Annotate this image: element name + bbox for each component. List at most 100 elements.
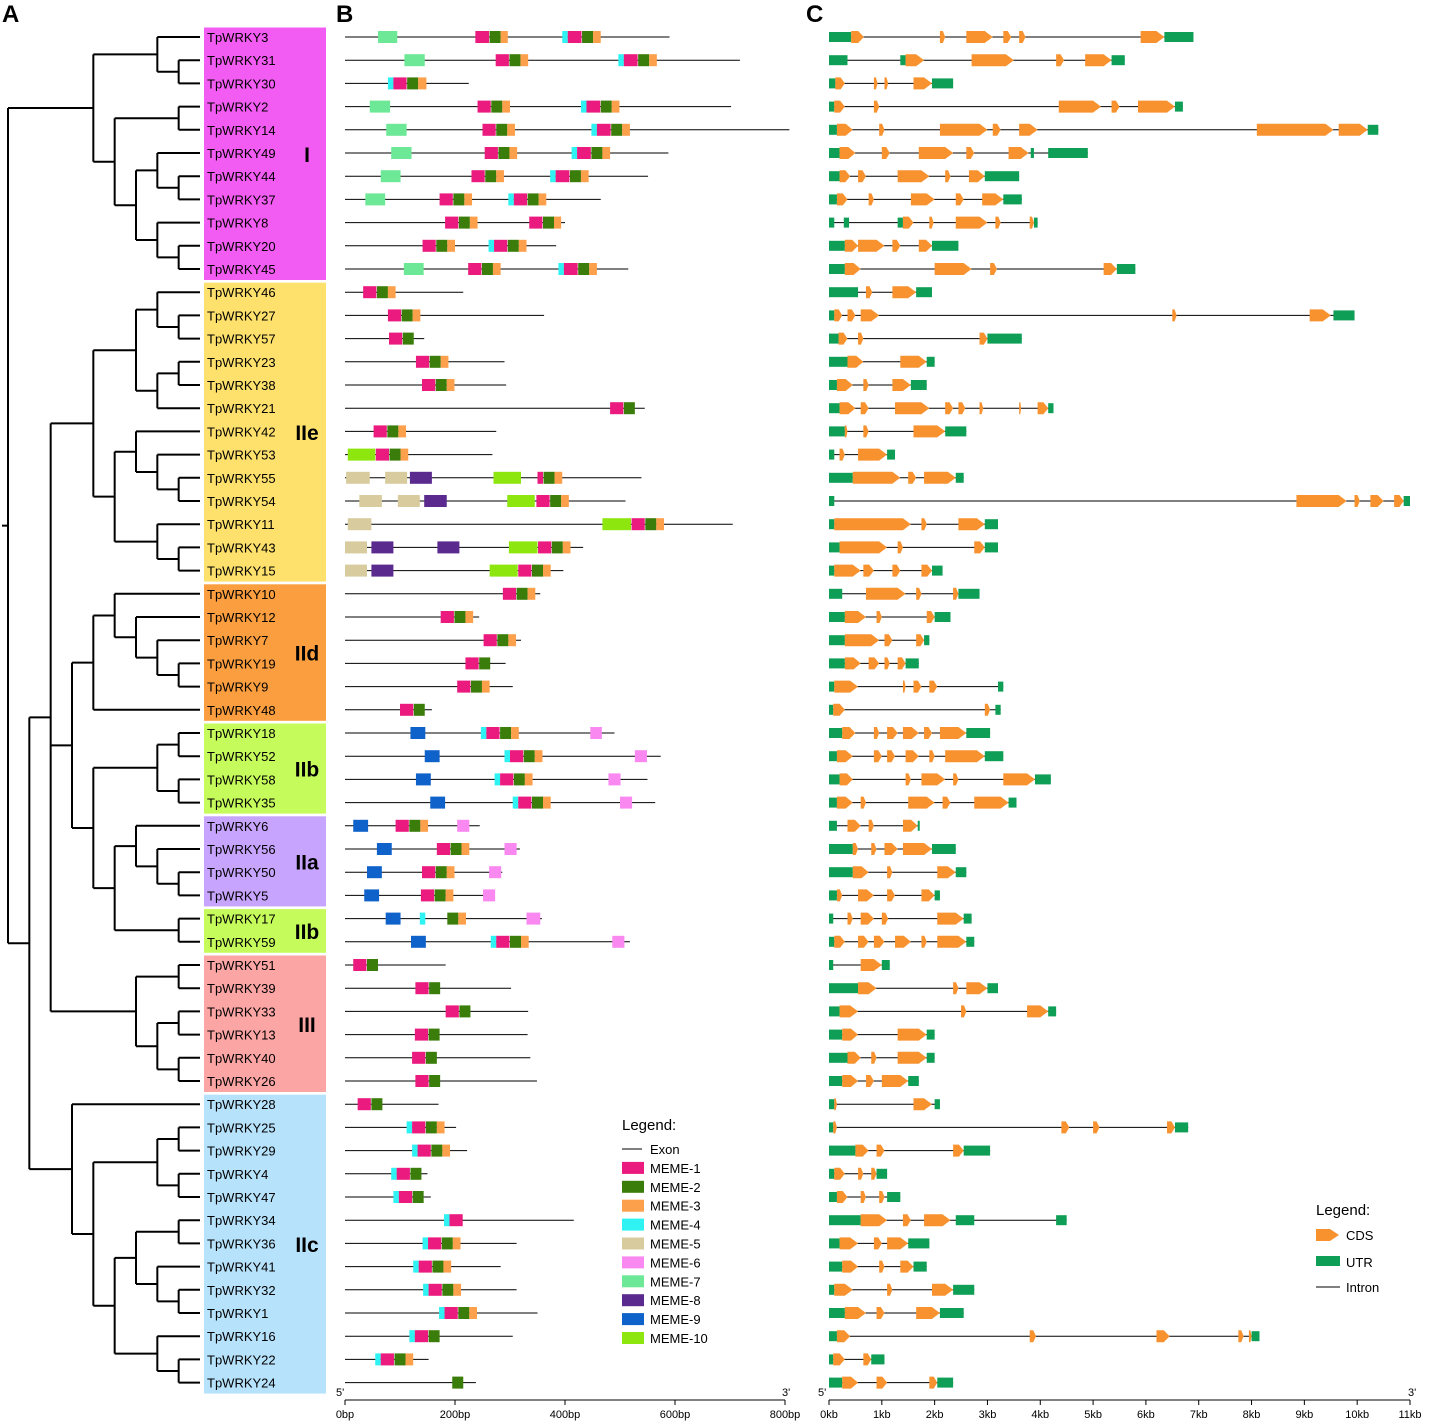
group-label-i: I [304,144,310,167]
cds-block [876,1307,885,1319]
cds-block [847,819,861,832]
motif-meme-4 [550,170,556,183]
cds-block [860,796,866,809]
motif-meme-1 [513,193,528,206]
motif-meme-6 [526,912,541,925]
cds-block [1019,123,1038,136]
motif-meme-4 [423,1283,429,1296]
cds-block [1167,1121,1175,1134]
legend-label: MEME-2 [650,1180,701,1195]
structure-axis-tick-label: 0kb [820,1409,838,1421]
motif-meme-3 [453,1283,462,1296]
gene-label: TpWRKY59 [207,935,276,950]
motif-meme-1 [518,564,532,577]
cds-block [865,1075,874,1087]
cds-block [1140,31,1165,43]
utr-block [897,217,903,228]
gene-label: TpWRKY22 [207,1352,276,1367]
utr-block [987,333,1022,344]
utr-block [829,55,848,66]
cds-block [860,1191,866,1203]
utr-block [829,264,845,274]
cds-block [1338,123,1368,136]
legend-label: MEME-4 [650,1218,701,1233]
cds-block [860,1214,888,1227]
cds-block [979,332,988,345]
structure-axis: 5' 3' 0kb 1kb 2kb 3kb 4kb 5kb 6kb 7kb 8kb 9kb 10kb… [818,1387,1422,1421]
motif-meme-2 [623,402,635,415]
motif-meme-2 [489,31,501,43]
motif-meme-1 [471,170,485,183]
utr-block [939,1308,964,1318]
cds-block [873,935,885,948]
utr-block [908,1238,930,1249]
motif-meme-6 [620,796,633,809]
motif-meme-1 [398,1191,413,1203]
cds-block [876,1144,885,1157]
cds-block [836,750,853,763]
motif-meme-10 [493,471,521,484]
motif-meme-3 [461,843,470,855]
cds-block [873,750,882,763]
subfamily-labels: I IIe IId IIb IIa IIb III IIc [295,144,320,1257]
cds-block [887,750,896,763]
motif-meme-1 [445,216,459,229]
motif-meme-2 [509,54,521,67]
legend-label: CDS [1346,1228,1374,1243]
structure-axis-tick-label: 8kb [1243,1409,1261,1421]
motif-meme-1 [393,77,407,90]
motif-meme-9 [415,773,431,786]
motif-meme-3 [511,727,519,739]
motif-meme-6 [612,935,625,948]
gene-label: TpWRKY51 [207,958,276,973]
utr-block [1034,774,1051,785]
motif-meme-2 [459,1005,471,1018]
cds-block [897,1051,927,1064]
motif-meme-3 [589,263,597,275]
cds-block [839,773,853,786]
cds-block [1029,216,1034,229]
motif-meme-7 [378,31,398,43]
motif-meme-1 [465,657,479,670]
utr-block [829,1006,840,1017]
motif-meme-8 [409,471,432,484]
utr-block [829,936,835,947]
gene-label: TpWRKY38 [207,378,276,393]
cds-block [873,1237,882,1250]
cds-block [900,1260,914,1273]
motif-meme-3 [418,77,427,90]
motif-meme-2 [402,332,414,345]
motif-meme-1 [536,495,550,507]
utr-block [829,658,845,669]
legend-label: Exon [650,1142,680,1157]
motif-meme-1 [422,866,436,879]
cds-block [913,1098,932,1111]
cds-block [847,355,864,368]
cds-block [942,796,951,809]
cds-block [953,982,959,995]
cds-block [1309,309,1331,322]
cds-block [929,680,938,693]
cds-block [897,541,903,554]
motif-meme-1 [375,448,389,461]
cds-block [892,239,901,252]
cds-block [847,309,856,322]
gene-label: TpWRKY41 [207,1260,276,1275]
utr-block [829,704,834,715]
motif-meme-6 [608,773,621,786]
cds-block [908,796,935,809]
motif-legend: Legend: Exon MEME-1 MEME-2 MEME-3 MEME-4 MEME… [622,1117,708,1346]
motif-meme-1 [414,1330,429,1343]
gene-label: TpWRKY50 [207,865,276,880]
gene-label: TpWRKY46 [207,285,276,300]
utr-block [913,1261,927,1272]
motif-meme-3 [521,935,529,948]
motif-meme-2 [550,495,562,507]
motif-meme-1 [387,309,402,322]
motif-meme-4 [413,1260,419,1273]
motif-meme-7 [404,54,425,67]
utr-block [829,913,834,924]
legend-label: MEME-3 [650,1199,701,1214]
gene-label: TpWRKY2 [207,100,268,115]
cds-block [836,379,853,391]
